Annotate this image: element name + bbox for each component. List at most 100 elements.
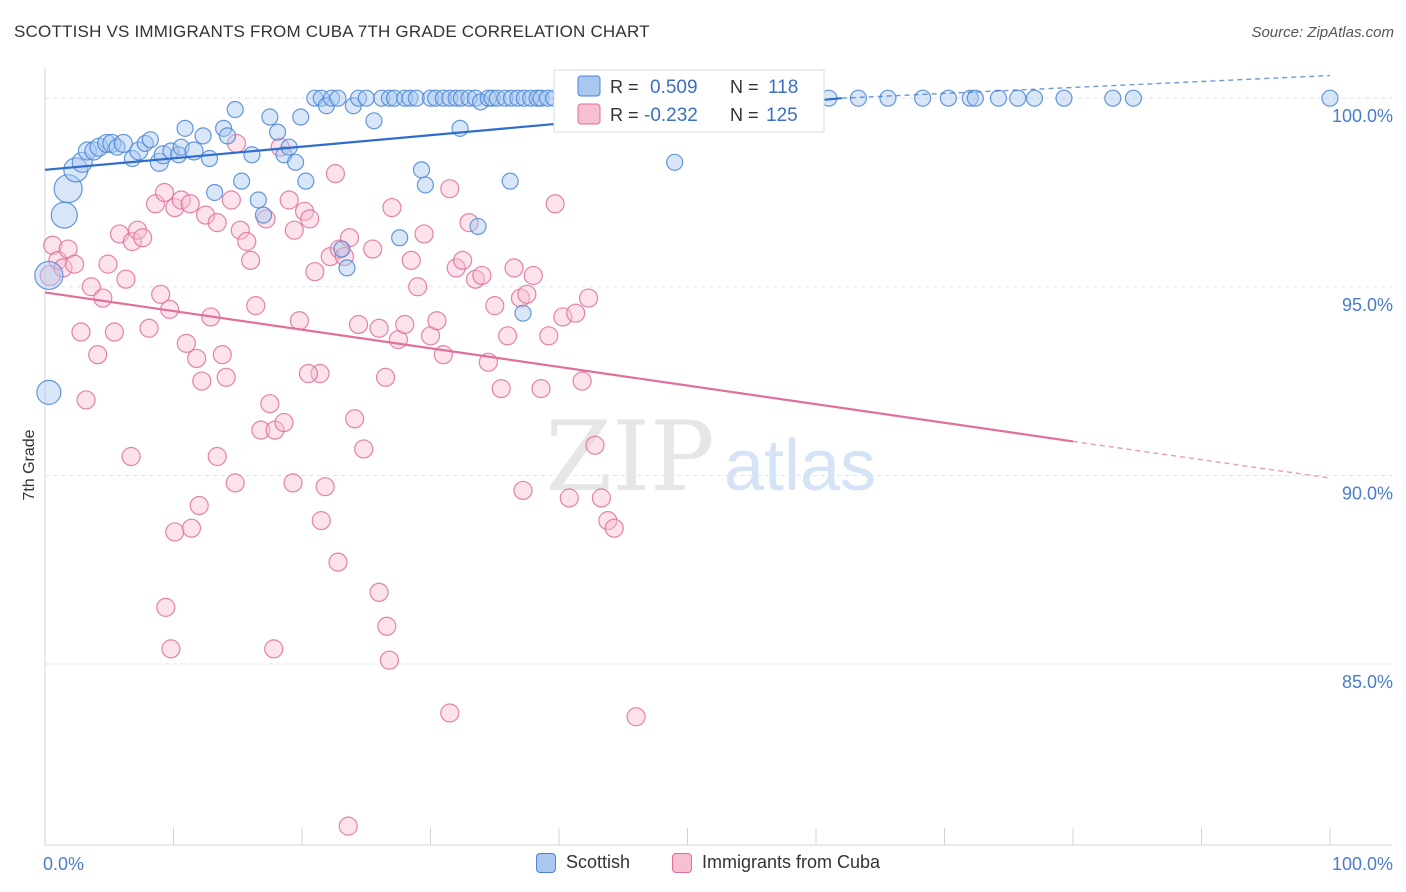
scottish-point-34 <box>261 108 279 126</box>
cuba-point-42 <box>260 394 280 414</box>
cuba-point-6 <box>71 322 91 342</box>
scottish-point-109 <box>961 89 979 107</box>
cuba-point-74 <box>440 179 460 199</box>
cuba-point-107 <box>225 473 245 493</box>
x-tick-label-0: 0.0% <box>43 854 84 874</box>
watermark: ZIP atlas <box>545 401 876 513</box>
scottish-point-106 <box>879 89 897 107</box>
cuba-point-18 <box>139 318 159 338</box>
cuba-point-77 <box>459 213 479 233</box>
cuba-point-60 <box>348 314 369 335</box>
scottish-swatch <box>536 852 556 873</box>
scottish-point-1 <box>36 379 62 405</box>
legend-item-cuba[interactable]: Immigrants from Cuba <box>672 852 880 873</box>
cuba-point-25 <box>176 333 196 353</box>
cuba-point-62 <box>363 239 383 259</box>
legend-swatch-cuba <box>577 103 601 125</box>
legend-item-scottish[interactable]: Scottish <box>536 852 630 873</box>
scottish-point-59 <box>412 161 431 179</box>
scottish-point-75 <box>509 89 527 107</box>
scottish-point-57 <box>401 89 419 107</box>
legend-n-value-1: 118 <box>768 77 798 98</box>
cuba-point-36 <box>230 220 250 240</box>
cuba-point-76 <box>453 250 473 270</box>
cuba-point-106 <box>207 446 227 467</box>
cuba-point-75 <box>446 258 466 278</box>
cuba-point-89 <box>539 326 559 346</box>
cuba-point-99 <box>604 518 624 538</box>
cuba-point-84 <box>504 258 524 278</box>
scottish-point-105 <box>849 89 868 107</box>
scottish-point-33 <box>254 206 273 224</box>
source-label: Source: ZipAtlas.com <box>1251 24 1394 41</box>
cuba-point-88 <box>531 379 551 399</box>
x-tick-labels: 0.0% 100.0% <box>43 854 1393 874</box>
cuba-point-5 <box>64 254 85 274</box>
scottish-point-29 <box>226 100 244 119</box>
scottish-point-39 <box>292 108 310 126</box>
y-tick-label-0: 100.0% <box>1332 106 1393 126</box>
cuba-point-97 <box>591 488 612 508</box>
watermark-atlas: atlas <box>724 426 876 506</box>
scottish-point-74 <box>502 89 521 107</box>
cuba-point-110 <box>311 511 331 531</box>
cuba-point-10 <box>93 288 113 308</box>
scottish-point-119 <box>469 217 487 236</box>
cuba-point-100 <box>121 446 141 467</box>
cuba-point-70 <box>414 224 434 244</box>
cuba-point-98 <box>598 511 618 531</box>
scottish-point-51 <box>365 112 383 130</box>
cuba-point-31 <box>207 213 227 233</box>
scottish-point-60 <box>416 176 434 194</box>
scottish-point-0 <box>34 260 64 291</box>
cuba-point-103 <box>165 522 185 542</box>
scottish-point-79 <box>532 89 550 107</box>
scottish-point-71 <box>483 89 501 107</box>
cuba-point-69 <box>408 277 428 297</box>
cuba-point-87 <box>523 265 543 286</box>
cuba-point-1 <box>43 235 63 255</box>
cuba-point-115 <box>379 650 399 670</box>
cuba-point-23 <box>165 197 185 218</box>
correlation-legend: R = 0.509 N = 118 R = -0.232 N = 125 <box>553 69 825 133</box>
scottish-point-30 <box>233 172 251 190</box>
cuba-point-94 <box>572 371 592 391</box>
scottish-point-76 <box>515 89 533 107</box>
cuba-point-79 <box>472 265 492 286</box>
cuba-point-118 <box>626 707 646 727</box>
cuba-point-50 <box>300 209 320 229</box>
cuba-point-68 <box>401 250 421 270</box>
y-axis-label: 7th Grade <box>21 429 38 500</box>
cuba-point-67 <box>395 314 415 335</box>
scottish-point-120 <box>501 172 519 190</box>
cuba-point-32 <box>212 345 232 365</box>
scottish-point-107 <box>914 89 932 107</box>
scottish-point-9 <box>97 133 117 154</box>
scottish-point-108 <box>939 89 957 107</box>
scottish-point-40 <box>297 172 315 190</box>
cuba-point-81 <box>485 296 505 316</box>
cuba-point-109 <box>283 473 303 493</box>
scottish-point-26 <box>206 183 224 202</box>
cuba-point-72 <box>427 311 447 331</box>
legend-label-scottish: Scottish <box>566 852 631 872</box>
cuba-point-86 <box>517 284 537 304</box>
cuba-point-48 <box>289 311 310 331</box>
scottish-point-110 <box>966 89 984 107</box>
cuba-point-45 <box>274 412 294 433</box>
scottish-point-22 <box>176 119 194 137</box>
scottish-point-111 <box>989 89 1008 107</box>
legend-r-label-2: R = <box>610 105 639 125</box>
cuba-point-112 <box>338 816 358 836</box>
cuba-point-105 <box>189 495 209 516</box>
x-tick-label-1: 100.0% <box>1332 854 1393 874</box>
cuba-point-21 <box>154 182 175 203</box>
cuba-point-15 <box>122 231 142 252</box>
cuba-point-51 <box>305 262 325 282</box>
scottish-point-113 <box>1025 89 1044 107</box>
cuba-point-101 <box>156 597 176 617</box>
scottish-point-44 <box>322 89 341 107</box>
scottish-point-6 <box>77 141 98 161</box>
cuba-point-33 <box>216 367 236 387</box>
